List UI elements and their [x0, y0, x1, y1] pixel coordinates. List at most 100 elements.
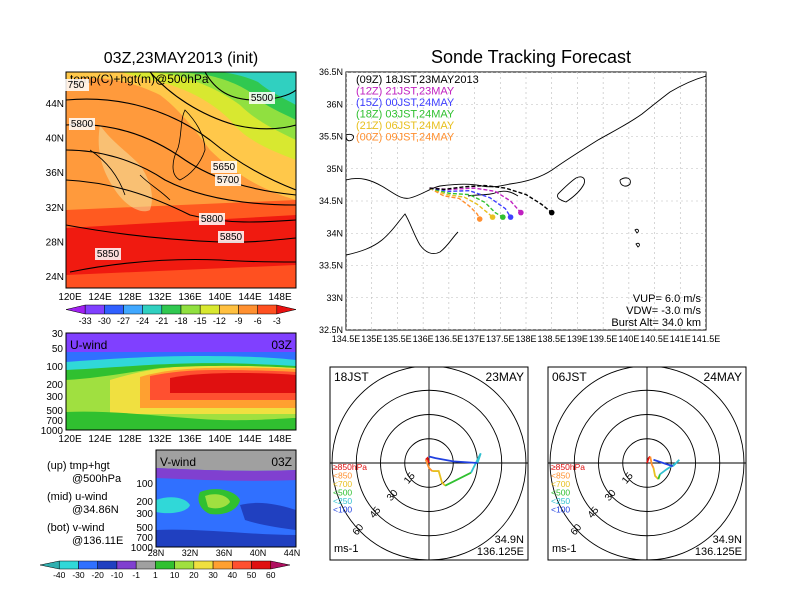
- pressure-tick-label: 700: [136, 533, 153, 544]
- colorbar-swatch: [270, 560, 291, 570]
- contour-label: 5850: [97, 249, 120, 260]
- contour-label-bg: [218, 231, 244, 243]
- colorbar-label: -1: [132, 570, 140, 580]
- x-tick-label: 135.5E: [383, 334, 412, 344]
- hodo-trace: [652, 467, 659, 480]
- param-burst: Burst Alt= 34.0 km: [611, 317, 701, 329]
- hodo-trace: [653, 458, 674, 468]
- y-tick-label: 34N: [326, 228, 343, 238]
- hodo-trace: [649, 456, 655, 469]
- colorbar-swatch: [123, 304, 143, 315]
- sonde-track-line: [429, 187, 522, 214]
- sonde-track-line: [429, 187, 512, 218]
- x-tick-label: 135E: [361, 334, 382, 344]
- coastline: [346, 75, 706, 256]
- contour-label: 5850: [220, 232, 243, 243]
- hodo-trace: [432, 470, 446, 487]
- note-up-a: (up) tmp+hgt: [47, 460, 110, 472]
- colorbar-swatch: [39, 560, 60, 570]
- init-lat-ticks: 24N 28N 32N 36N 40N 44N: [46, 99, 64, 283]
- track-legend-entry: (09Z) 18JST,23MAY2013: [356, 74, 479, 86]
- init-subtitle: temp(C)+hgt(m)@500hPa: [70, 72, 209, 86]
- lon-tick-label: 128E: [118, 292, 142, 303]
- hodo-legend-entry: <850: [551, 471, 570, 481]
- hodo2-lon: 136.125E: [695, 546, 742, 558]
- y-tick-label: 36N: [326, 99, 343, 109]
- uwind-title: U-wind: [70, 338, 107, 352]
- contour-label-bg: [63, 79, 89, 91]
- x-tick-label: 137E: [464, 334, 485, 344]
- colorbar-label: -15: [194, 316, 207, 326]
- contour-label: 5800: [201, 214, 224, 225]
- track-legend-entry: (15Z) 00JST,24MAY: [356, 97, 455, 109]
- lat-tick-label: 28N: [46, 237, 64, 248]
- pressure-tick-label: 1000: [131, 543, 154, 554]
- contour-label-bg: [215, 174, 241, 186]
- colorbar-label: -18: [174, 316, 187, 326]
- sonde-track-line: [429, 187, 504, 218]
- colorbar-swatch: [155, 560, 175, 570]
- note-bot-b: @136.11E: [72, 535, 123, 547]
- colorbar-label: -27: [117, 316, 130, 326]
- y-tick-label: 33N: [326, 293, 343, 303]
- track-y-ticks: 32.5N 33N 33.5N 34N 34.5N 35N 35.5N 36N 36.5N: [319, 67, 343, 335]
- lon-tick-label: 120E: [58, 292, 82, 303]
- uwind-time: 03Z: [271, 338, 292, 352]
- hodo-legend-entry: ≥850hPa: [333, 462, 367, 472]
- hodo2-right-label: 24MAY: [704, 370, 742, 384]
- track-legend-entry: (21Z) 06JST,24MAY: [356, 120, 455, 132]
- x-tick-label: 140E: [618, 334, 639, 344]
- sonde-burst-point: [489, 214, 496, 220]
- y-tick-label: 36.5N: [319, 67, 343, 77]
- uwind-crosssection: [66, 333, 296, 430]
- pressure-tick-label: 500: [46, 406, 63, 417]
- contour-label: 5700: [217, 175, 240, 186]
- hodo-trace: [657, 474, 661, 480]
- uwind-lon-ticks: 120E 124E 128E 132E 136E 140E 144E 148E: [58, 434, 292, 445]
- vwind-crosssection: [156, 450, 296, 547]
- x-tick-label: 140.5E: [640, 334, 669, 344]
- sonde-burst-point: [507, 214, 514, 220]
- x-tick-label: 139E: [567, 334, 588, 344]
- track-params: VUP= 6.0 m/s VDW= -3.0 m/s Burst Alt= 34…: [611, 293, 701, 329]
- colorbar-swatch: [161, 304, 182, 315]
- contour-label-bg: [95, 248, 121, 260]
- colorbar-label: -30: [72, 570, 85, 580]
- colorbar-swatch: [84, 304, 105, 315]
- param-vup: VUP= 6.0 m/s: [633, 293, 702, 305]
- colorbar-label: -40: [53, 570, 66, 580]
- y-tick-label: 35N: [326, 164, 343, 174]
- lat-tick-label: 32N: [46, 203, 64, 214]
- y-tick-label: 34.5N: [319, 196, 343, 206]
- colorbar-swatch: [232, 560, 252, 570]
- track-legend: (09Z) 18JST,23MAY2013(12Z) 21JST,23MAY(1…: [356, 74, 479, 144]
- lat-tick-label: 40N: [46, 134, 64, 145]
- hodo1-unit: ms-1: [334, 543, 358, 555]
- colorbar-swatch: [180, 304, 201, 315]
- note-bot-a: (bot) v-wind: [47, 522, 104, 534]
- lon-tick-label: 148E: [268, 434, 292, 445]
- init-title: 03Z,23MAY2013 (init): [104, 50, 258, 67]
- colorbar-swatch: [276, 304, 297, 315]
- lon-tick-label: 120E: [58, 434, 82, 445]
- note-mid-a: (mid) u-wind: [47, 491, 108, 503]
- sonde-burst-point: [548, 209, 555, 216]
- init-contour-labels: 750 5500 5800 5650 5700 5800 5850 5850: [63, 79, 275, 260]
- colorbar-swatch: [257, 304, 278, 315]
- lon-tick-label: 128E: [118, 434, 142, 445]
- pressure-tick-label: 1000: [41, 426, 64, 437]
- contour-label-bg: [249, 92, 275, 104]
- contour-label: 5500: [251, 93, 274, 104]
- colorbar-label: -6: [254, 316, 262, 326]
- x-tick-label: 134.5E: [332, 334, 361, 344]
- pressure-tick-label: 300: [46, 392, 63, 403]
- x-tick-label: 138E: [515, 334, 536, 344]
- colorbar-swatch: [135, 560, 156, 570]
- colorbar-swatch: [238, 304, 258, 315]
- colorbar-swatch: [193, 560, 214, 570]
- sonde-burst-point: [500, 214, 506, 220]
- sonde-track-line: [429, 187, 481, 220]
- init-lon-ticks: 120E 124E 128E 132E 136E 140E 144E 148E: [58, 292, 292, 303]
